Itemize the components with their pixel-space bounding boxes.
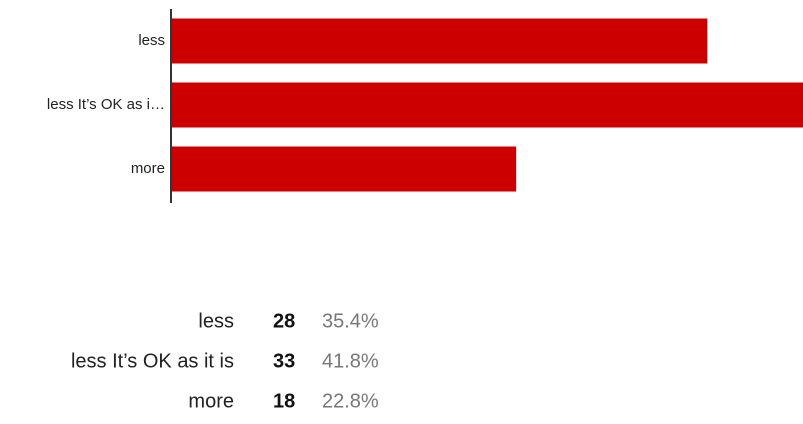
row-percent: 35.4% — [322, 310, 379, 332]
bar — [172, 18, 708, 64]
bar — [172, 146, 517, 192]
row-label: less It’s OK as it is — [71, 350, 234, 372]
row-count: 28 — [273, 310, 295, 332]
row-percent: 41.8% — [322, 350, 379, 372]
row-percent: 22.8% — [322, 390, 379, 412]
y-tick-label: less — [138, 32, 165, 49]
row-count: 33 — [273, 350, 295, 372]
row-label: more — [188, 390, 234, 412]
bar — [172, 82, 803, 128]
row-label: less — [198, 310, 234, 332]
y-tick-label: less It’s OK as i… — [47, 96, 165, 113]
y-tick-label: more — [131, 160, 165, 177]
row-count: 18 — [273, 390, 295, 412]
